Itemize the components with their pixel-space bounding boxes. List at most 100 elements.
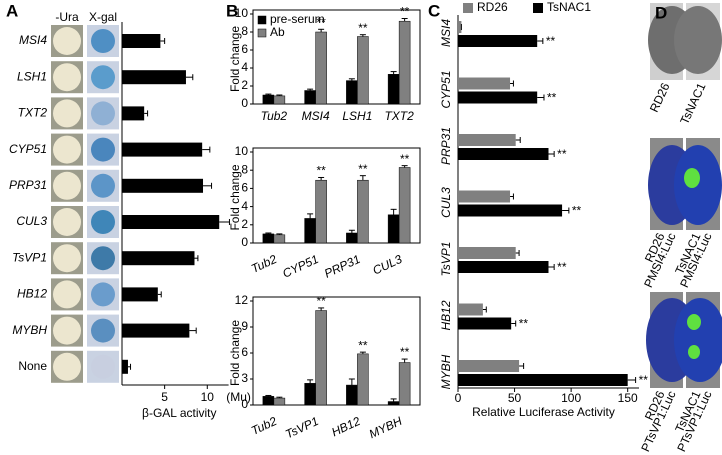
x-tick-label: LSH1 — [342, 109, 372, 123]
ura-spot — [53, 280, 81, 309]
bar — [357, 179, 369, 244]
x-tick-label: 10 — [201, 390, 215, 404]
bar — [315, 31, 327, 105]
y-tick-label: 8 — [241, 24, 248, 38]
gene-label: TXT2 — [18, 106, 48, 120]
x-tick-label: TXT2 — [384, 109, 414, 123]
ura-spot — [53, 171, 81, 200]
ura-spot — [53, 244, 81, 273]
legend-swatch — [533, 3, 543, 13]
bar — [387, 214, 400, 244]
xgal-spot — [91, 137, 115, 162]
y-tick-label: 12 — [235, 293, 249, 307]
y-tick-label: 10 — [235, 6, 249, 20]
bar — [122, 287, 158, 302]
panel-label: B — [226, 1, 238, 20]
column-header: X-gal — [89, 10, 117, 24]
y-axis-label: Fold change — [228, 164, 242, 230]
bar — [398, 362, 411, 406]
unit-label: (Mu) — [226, 390, 251, 404]
y-tick-label: 2 — [241, 78, 248, 92]
bar — [122, 70, 186, 85]
bar — [122, 178, 204, 193]
bar — [346, 232, 358, 244]
y-tick-label: HB12 — [439, 300, 453, 330]
y-tick-label: 0 — [241, 96, 248, 110]
y-tick-label: MSI4 — [439, 19, 453, 47]
leaf — [674, 6, 722, 74]
legend-label: RD26 — [477, 0, 508, 14]
plot-frame — [252, 296, 421, 406]
significance: ** — [639, 373, 649, 387]
xgal-spot — [91, 101, 115, 126]
y-tick-label: 4 — [241, 60, 248, 74]
bar — [122, 34, 161, 48]
panel-d-images — [646, 3, 722, 388]
y-tick-label: 10 — [235, 144, 249, 158]
y-axis-label: Fold change — [228, 320, 242, 386]
y-tick-label: 8 — [241, 162, 248, 176]
bar — [262, 94, 275, 105]
significance: ** — [358, 338, 368, 352]
bar — [458, 303, 483, 316]
bar — [458, 247, 516, 259]
x-tick-label: MSI4 — [302, 109, 330, 123]
bar — [458, 374, 628, 386]
bar — [458, 35, 538, 47]
bar — [387, 74, 400, 105]
bar — [122, 359, 128, 374]
y-tick-label: 6 — [241, 42, 248, 56]
x-tick-label: CYP51 — [280, 252, 320, 281]
bar — [398, 167, 411, 244]
significance: ** — [400, 5, 410, 19]
ura-spot — [53, 99, 81, 128]
bar — [122, 215, 220, 229]
x-tick-label: 100 — [561, 391, 581, 405]
legend-label: pre-serum — [270, 12, 325, 26]
luc-hotspot — [687, 314, 701, 330]
x-tick-label: Tub2 — [249, 414, 279, 438]
bar — [122, 142, 203, 157]
gene-label: TsVP1 — [12, 250, 47, 264]
bar — [458, 134, 516, 146]
y-tick-label: 3 — [241, 371, 248, 385]
y-tick-label: 6 — [241, 181, 248, 195]
ura-spot — [53, 27, 81, 55]
y-tick-label: 4 — [241, 199, 248, 213]
significance: ** — [557, 147, 567, 161]
plot-frame — [252, 147, 421, 244]
significance: ** — [400, 152, 410, 166]
x-tick-label: 5 — [161, 390, 168, 404]
bar — [458, 317, 512, 330]
significance: ** — [557, 260, 567, 274]
significance: ** — [519, 317, 529, 331]
gene-label: CYP51 — [9, 142, 47, 156]
column-header: -Ura — [55, 10, 79, 24]
bar — [387, 401, 400, 406]
gene-label: MYBH — [12, 323, 47, 337]
y-tick-label: 9 — [241, 319, 248, 333]
y-tick-label: CYP51 — [439, 70, 453, 108]
ura-spot — [53, 316, 81, 345]
luc-hotspot — [684, 168, 700, 188]
significance: ** — [547, 91, 557, 105]
gene-label: HB12 — [17, 287, 47, 301]
bar — [262, 233, 275, 244]
bar — [458, 21, 462, 33]
significance: ** — [358, 21, 368, 35]
bar — [304, 218, 316, 244]
panel-label: C — [428, 1, 440, 20]
legend-label: TsNAC1 — [547, 0, 591, 14]
xgal-spot — [91, 282, 115, 307]
significance: ** — [572, 204, 582, 218]
bar — [458, 261, 549, 273]
bar — [315, 179, 327, 244]
significance: ** — [358, 162, 368, 176]
bar — [458, 148, 549, 160]
gene-label: CUL3 — [16, 214, 47, 228]
bar — [357, 353, 369, 406]
xgal-spot — [91, 210, 115, 234]
xgal-spot — [91, 29, 115, 53]
gene-label: PRP31 — [9, 178, 47, 192]
y-tick-label: 6 — [241, 345, 248, 359]
